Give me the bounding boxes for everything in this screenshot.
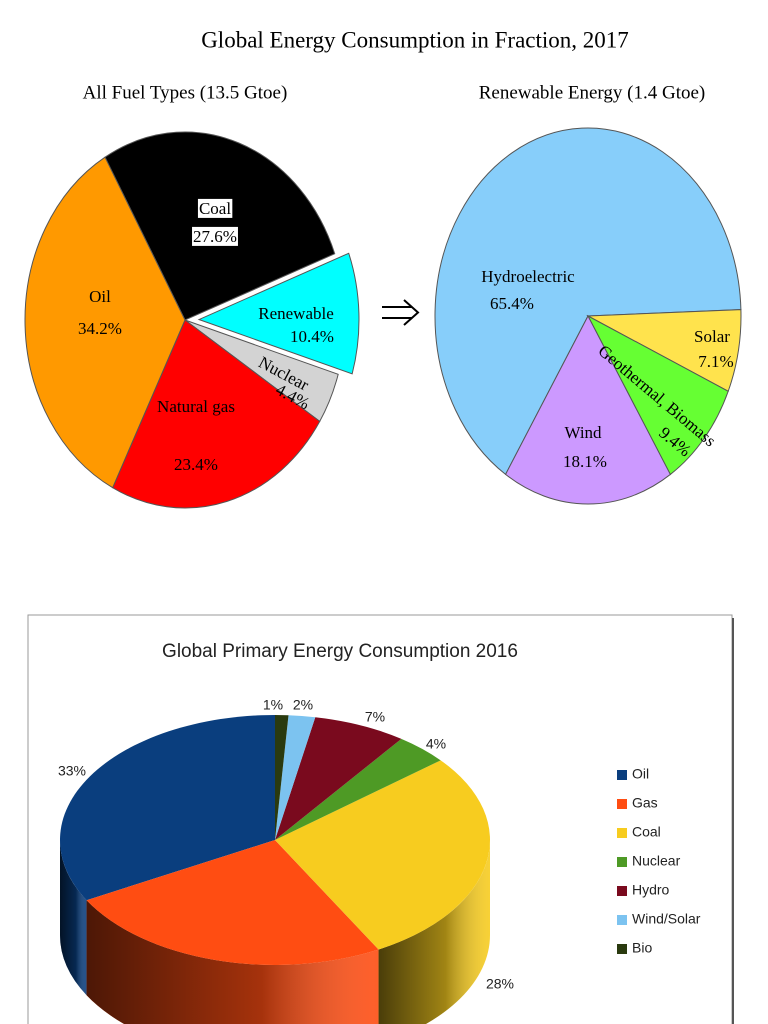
legend-swatch — [617, 770, 627, 780]
slice-label: Wind — [564, 423, 602, 442]
chart-title: Global Primary Energy Consumption 2016 — [162, 641, 518, 662]
pie-slice — [275, 715, 289, 840]
legend-label: Gas — [632, 795, 658, 811]
legend-swatch — [617, 828, 627, 838]
value-label: 2% — [293, 697, 313, 713]
value-label: 4% — [426, 736, 446, 752]
slice-label: Natural gas — [157, 397, 235, 416]
pie-slice — [586, 314, 729, 476]
pie-slice — [275, 760, 490, 950]
pie-slice — [504, 314, 671, 505]
value-label: 7.1% — [698, 352, 733, 371]
value-label: 33% — [58, 763, 86, 779]
page-title: Global Energy Consumption in Fraction, 2… — [201, 27, 629, 52]
value-label: 27.6% — [193, 227, 237, 246]
value-label: 23.4% — [174, 455, 218, 474]
pie-slice — [275, 717, 402, 840]
slice-label: Coal — [199, 199, 231, 218]
slice-label: Oil — [89, 287, 111, 306]
arrow-head — [403, 299, 420, 326]
pie-slice — [275, 715, 316, 840]
value-label: 10.4% — [290, 327, 334, 346]
legend-swatch — [617, 799, 627, 809]
pie-slice — [197, 252, 360, 375]
legend-swatch — [617, 944, 627, 954]
arrow — [382, 299, 420, 326]
chart-title: Renewable Energy (1.4 Gtoe) — [479, 82, 706, 103]
pie-slice — [24, 156, 186, 489]
slice-side-shade — [60, 840, 87, 996]
value-label: 28% — [486, 976, 514, 992]
legend-label: Hydro — [632, 882, 670, 898]
value-label: 7% — [365, 709, 385, 725]
legend-label: Bio — [632, 940, 652, 956]
pie-slice — [112, 319, 321, 509]
legend-swatch — [617, 857, 627, 867]
legend-swatch — [617, 886, 627, 896]
legend-label: Nuclear — [632, 853, 681, 869]
slice-label: Solar — [694, 327, 730, 346]
value-label: 65.4% — [490, 294, 534, 313]
slice-label: Renewable — [258, 304, 334, 323]
legend-swatch — [617, 915, 627, 925]
chart-title: All Fuel Types (13.5 Gtoe) — [83, 82, 288, 103]
slice-label: Hydroelectric — [481, 267, 575, 286]
pie-slice — [86, 840, 379, 965]
value-label: 18.1% — [563, 452, 607, 471]
slice-side-shade — [86, 900, 379, 1024]
label-box — [192, 226, 238, 246]
legend-label: Wind/Solar — [632, 911, 701, 927]
pie-slice — [434, 127, 742, 476]
value-label: 34.2% — [78, 319, 122, 338]
slice-side-shade — [378, 840, 490, 1024]
legend-label: Coal — [632, 824, 661, 840]
pie-slice — [59, 715, 275, 901]
legend-label: Oil — [632, 766, 649, 782]
label-box — [197, 198, 233, 218]
pie-slice — [275, 738, 441, 840]
value-label: 1% — [263, 697, 283, 713]
